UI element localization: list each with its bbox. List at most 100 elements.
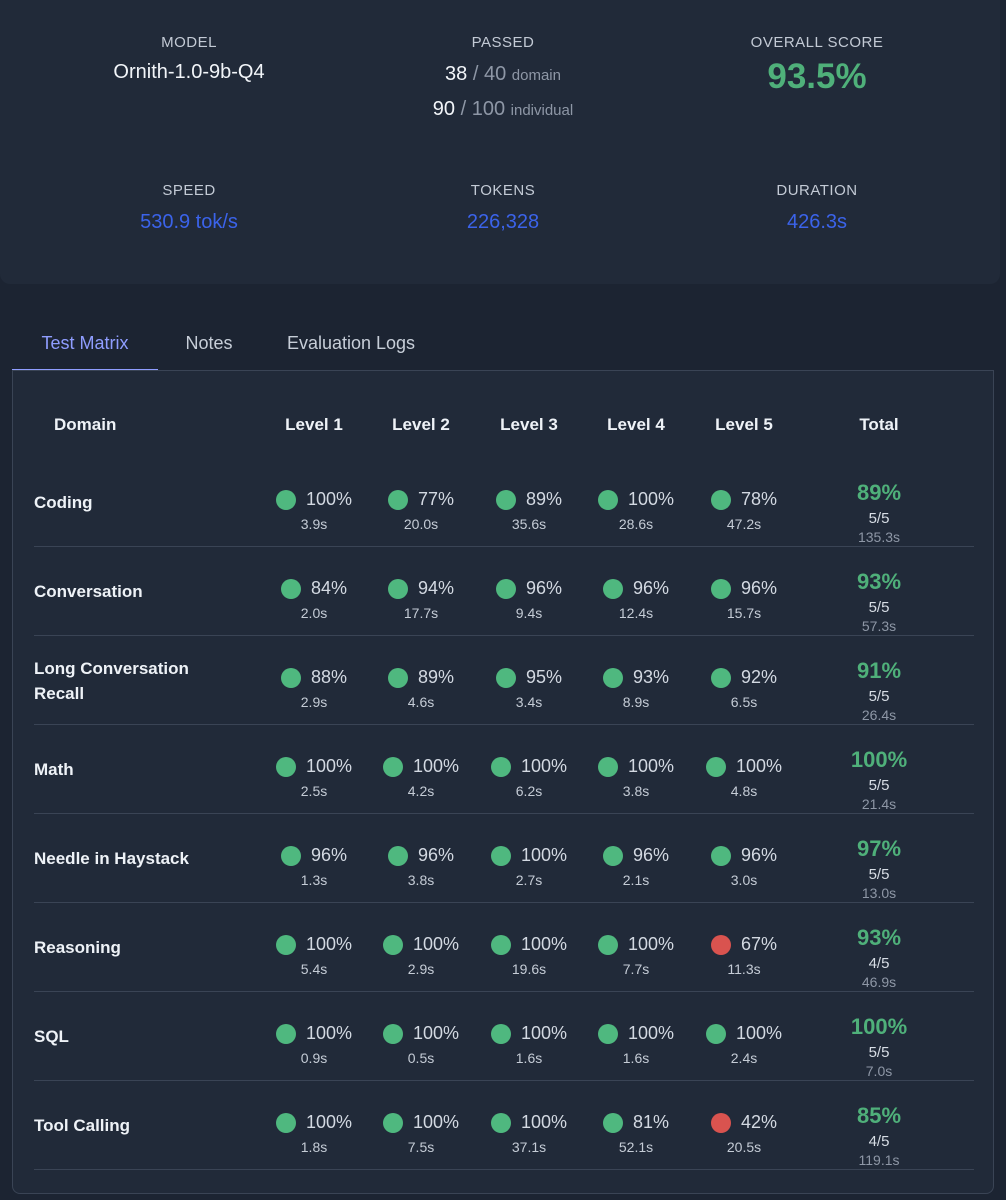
tab-evaluation-logs[interactable]: Evaluation Logs (286, 333, 416, 353)
level-time: 37.1s (511, 1139, 547, 1155)
level-time: 7.5s (407, 1139, 435, 1155)
level-5-cell: 100% 2.4s (694, 1023, 794, 1066)
total-fraction: 5/5 (868, 510, 890, 527)
level-score: 100% (371, 1023, 471, 1044)
status-dot-icon (710, 667, 731, 688)
level-1-cell: 84% 2.0s (264, 578, 364, 621)
level-4-cell: 93% 8.9s (586, 667, 686, 710)
total-percent: 93% (856, 925, 902, 950)
level-1-cell: 96% 1.3s (264, 845, 364, 888)
level-percent: 95% (525, 667, 563, 687)
level-time: 4.8s (730, 783, 758, 799)
test-matrix-panel: Domain Level 1 Level 2 Level 3 Level 4 L… (12, 371, 994, 1194)
level-score: 100% (586, 1023, 686, 1044)
domain-unit: domain (511, 67, 561, 84)
level-time: 52.1s (618, 1139, 654, 1155)
status-dot-icon (387, 845, 408, 866)
header-domain: Domain (54, 415, 117, 434)
level-score: 96% (586, 578, 686, 599)
level-percent: 100% (627, 489, 675, 509)
status-dot-icon (280, 845, 301, 866)
level-3-cell: 100% 6.2s (479, 756, 579, 799)
level-4-cell: 96% 12.4s (586, 578, 686, 621)
level-percent: 100% (520, 756, 568, 776)
level-time: 4.2s (407, 783, 435, 799)
status-dot-icon (490, 1112, 511, 1133)
level-3-cell: 100% 1.6s (479, 1023, 579, 1066)
status-dot-icon (275, 489, 296, 510)
model-name: Ornith-1.0-9b-Q4 (113, 61, 265, 83)
status-dot-icon (275, 756, 296, 777)
level-score: 77% (371, 489, 471, 510)
level-score: 67% (694, 934, 794, 955)
separator: / (460, 98, 467, 120)
status-dot-icon (275, 1112, 296, 1133)
level-time: 2.5s (300, 783, 328, 799)
level-3-cell: 100% 37.1s (479, 1112, 579, 1155)
level-time: 12.4s (618, 605, 654, 621)
level-time: 19.6s (511, 961, 547, 977)
level-time: 11.3s (727, 961, 761, 977)
total-fraction: 5/5 (868, 777, 890, 794)
status-dot-icon (382, 934, 403, 955)
status-dot-icon (280, 667, 301, 688)
status-dot-icon (387, 489, 408, 510)
duration-stat: DURATION 426.3s (652, 182, 982, 234)
status-dot-icon (275, 934, 296, 955)
status-dot-icon (382, 1112, 403, 1133)
level-3-cell: 100% 2.7s (479, 845, 579, 888)
total-time: 13.0s (861, 885, 897, 901)
level-time: 6.2s (515, 783, 543, 799)
summary-panel: MODEL Ornith-1.0-9b-Q4 PASSED 38 / 40 do… (0, 0, 1000, 284)
level-score: 84% (264, 578, 364, 599)
level-time: 5.4s (300, 961, 328, 977)
total-time: 26.4s (861, 707, 897, 723)
level-time: 3.9s (300, 516, 328, 532)
level-percent: 100% (412, 1112, 460, 1132)
level-score: 81% (586, 1112, 686, 1133)
level-time: 28.6s (618, 516, 654, 532)
level-percent: 100% (627, 756, 675, 776)
total-fraction: 5/5 (868, 599, 890, 616)
total-percent: 91% (856, 658, 902, 683)
domain-coding: Coding (34, 493, 93, 512)
level-1-cell: 100% 1.8s (264, 1112, 364, 1155)
table-row: Conversation 84% 2.0s 94% 17.7s 96% 9.4s… (34, 547, 974, 636)
level-percent: 92% (740, 667, 778, 687)
level-score: 100% (479, 934, 579, 955)
status-dot-icon (387, 667, 408, 688)
level-score: 78% (694, 489, 794, 510)
status-dot-icon (490, 845, 511, 866)
tab-notes[interactable]: Notes (185, 333, 233, 353)
speed-stat: SPEED 530.9 tok/s (24, 182, 354, 234)
level-time: 35.6s (511, 516, 547, 532)
status-dot-icon (602, 845, 623, 866)
total-percent: 97% (856, 836, 902, 861)
table-row: Long Conversation Recall 88% 2.9s 89% 4.… (34, 636, 974, 725)
table-row: Needle in Haystack 96% 1.3s 96% 3.8s 100… (34, 814, 974, 903)
level-score: 100% (371, 934, 471, 955)
level-percent: 42% (740, 1112, 778, 1132)
domain-conversation: Conversation (34, 582, 143, 601)
level-time: 2.9s (300, 694, 328, 710)
status-dot-icon (495, 578, 516, 599)
level-4-cell: 81% 52.1s (586, 1112, 686, 1155)
tab-test-matrix[interactable]: Test Matrix (12, 322, 158, 371)
level-time: 17.7s (403, 605, 439, 621)
level-3-cell: 89% 35.6s (479, 489, 579, 532)
level-1-cell: 100% 5.4s (264, 934, 364, 977)
level-3-cell: 96% 9.4s (479, 578, 579, 621)
level-percent: 77% (417, 489, 455, 509)
level-score: 100% (586, 489, 686, 510)
level-4-cell: 100% 7.7s (586, 934, 686, 977)
total-cell: 85% 4/5 119.1s (819, 1103, 939, 1168)
status-dot-icon (280, 578, 301, 599)
level-percent: 94% (417, 578, 455, 598)
level-percent: 81% (632, 1112, 670, 1132)
level-time: 3.8s (622, 783, 650, 799)
level-percent: 96% (740, 578, 778, 598)
domain-math: Math (34, 760, 74, 779)
level-time: 1.3s (300, 872, 328, 888)
total-fraction: 5/5 (868, 1044, 890, 1061)
level-4-cell: 100% 1.6s (586, 1023, 686, 1066)
